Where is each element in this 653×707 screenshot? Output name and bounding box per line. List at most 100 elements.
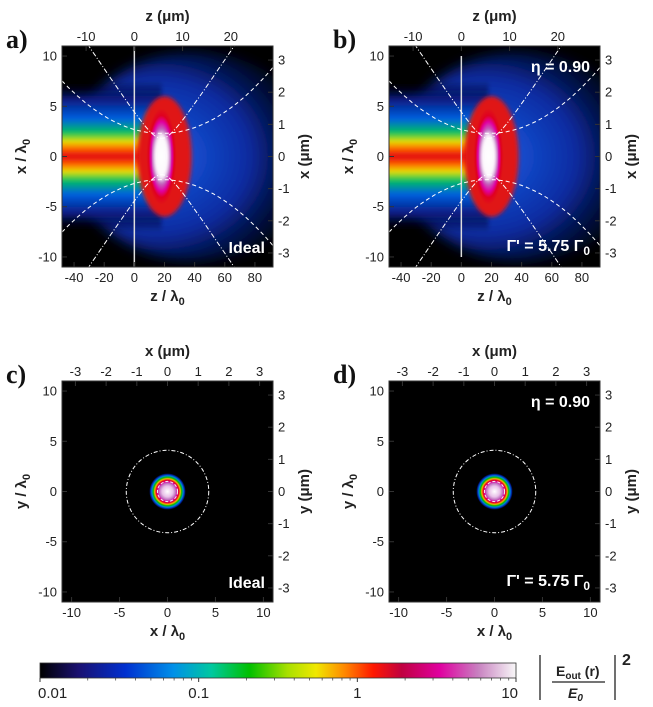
tick-label: -3 (278, 580, 290, 595)
tick-label: -2 (278, 213, 290, 228)
tick-label: 1 (605, 452, 612, 467)
tick-label: 1 (522, 364, 529, 379)
outer-circle (125, 449, 210, 534)
heatmap (62, 46, 273, 267)
panel-c: -10 -5 0 5 10-3 -2 -1 0 1 2 3-10-50510-3-2-10123x … (6, 343, 313, 643)
tick-label: 20 (551, 29, 565, 44)
tick-label: -5 (441, 605, 453, 620)
annotation: Ideal (229, 575, 265, 592)
bottom-axis-label: z / λ0 (150, 288, 184, 308)
tick-label: 10 (43, 49, 57, 64)
spot-circle (156, 480, 179, 503)
spot-circle (483, 480, 506, 503)
tick-label: 60 (545, 270, 559, 285)
tick-label: 5 (539, 605, 546, 620)
tick-label: -2 (427, 364, 439, 379)
hotspot-center (153, 132, 170, 181)
bottom-axis-label: x / λ0 (477, 623, 512, 643)
heatmap (389, 381, 600, 602)
tick-label: -1 (605, 516, 617, 531)
tick-label: -10 (38, 249, 57, 264)
tick-label: 0 (50, 149, 57, 164)
tick-label: -10 (365, 584, 384, 599)
colorbar: 0.01 0.1 1 10 Eout (r) E0 2 (38, 652, 631, 704)
right-axis-label: y (μm) (623, 469, 640, 514)
asymptote-line (415, 46, 562, 139)
left-axis-label: x / λ0 (340, 139, 360, 174)
tick-label: -10 (38, 584, 57, 599)
svg-text:2: 2 (622, 652, 631, 669)
tick-label: 0 (50, 484, 57, 499)
colorbar-gradient (39, 662, 517, 679)
tick-label: 20 (484, 270, 498, 285)
tick-label: 60 (218, 270, 232, 285)
tick-label: 0 (377, 484, 384, 499)
tick-label: -3 (605, 580, 617, 595)
tick-label: -10 (404, 29, 423, 44)
tick-label: 1 (605, 117, 612, 132)
tick-label: -5 (45, 199, 57, 214)
tick-label: 0 (377, 149, 384, 164)
tick-label: 10 (370, 49, 384, 64)
tick-label: 2 (225, 364, 232, 379)
tick-label: -1 (131, 364, 143, 379)
tick-label: 3 (583, 364, 590, 379)
tick-label: 1 (278, 117, 285, 132)
tick-label: 10 (43, 384, 57, 399)
tick-label: -2 (278, 548, 290, 563)
tick-label: -1 (605, 181, 617, 196)
tick-label: 20 (157, 270, 171, 285)
tick-label: 3 (605, 53, 612, 68)
asymptote-line (88, 46, 235, 139)
tick-label: -40 (65, 270, 84, 285)
tick-label: -20 (95, 270, 114, 285)
tick-label: -3 (605, 245, 617, 260)
tick-label: -10 (365, 249, 384, 264)
envelope-line (389, 67, 600, 134)
tick-label: -2 (100, 364, 112, 379)
tick-label: 5 (50, 99, 57, 114)
colorbar-tick-label: 1 (353, 685, 361, 702)
tick-label: 5 (212, 605, 219, 620)
heatmap (62, 381, 273, 602)
colorbar-tick-label: 0.1 (188, 685, 209, 702)
tick-label: -10 (389, 605, 408, 620)
panel-label: d) (333, 360, 356, 389)
outer-circle (452, 449, 537, 534)
tick-label: -5 (372, 199, 384, 214)
top-axis-label: x (μm) (472, 343, 517, 360)
tick-label: 10 (256, 605, 270, 620)
tick-label: 0 (131, 29, 138, 44)
tick-label: 0 (278, 149, 285, 164)
left-axis-label: y / λ0 (340, 474, 360, 509)
annotation: Γ' = 5.75 Γ0 (506, 238, 590, 258)
tick-label: -10 (77, 29, 96, 44)
tick-label: -1 (458, 364, 470, 379)
tick-label: 0 (491, 605, 498, 620)
svg-text:Eout (r): Eout (r) (556, 663, 600, 682)
tick-label: 0 (491, 364, 498, 379)
tick-label: 0 (605, 149, 612, 164)
tick-label: 0 (458, 270, 465, 285)
tick-label: 0 (131, 270, 138, 285)
heatmap (389, 46, 600, 267)
tick-label: 0 (458, 29, 465, 44)
annotation: η = 0.90 (531, 394, 590, 411)
tick-label: -5 (114, 605, 126, 620)
tick-label: -40 (392, 270, 411, 285)
tick-label: -10 (62, 605, 81, 620)
tick-label: 0 (164, 364, 171, 379)
tick-label: -5 (372, 534, 384, 549)
tick-label: 3 (605, 388, 612, 403)
right-axis-label: x (μm) (296, 134, 313, 179)
tick-label: 40 (187, 270, 201, 285)
top-axis-label: z (μm) (472, 8, 516, 25)
asymptote-line (88, 174, 235, 267)
panel-a: -40 -20 0 20 40 60 80-10 0 10 20-10-50510-3-2-101… (6, 8, 313, 308)
left-axis-label: x / λ0 (13, 139, 33, 174)
tick-label: -5 (45, 534, 57, 549)
panel-label: b) (333, 25, 356, 54)
tick-label: 0 (164, 605, 171, 620)
colorbar-tick-label: 0.01 (38, 685, 67, 702)
